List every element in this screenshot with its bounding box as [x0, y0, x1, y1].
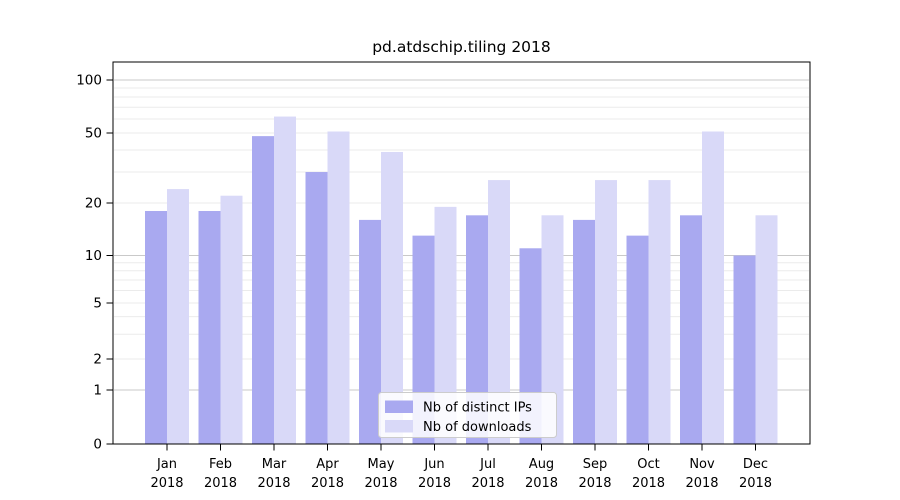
- bar-distinct-ips-sep: [573, 219, 595, 444]
- x-tick-label-month: Oct: [637, 457, 659, 472]
- x-tick-label-year: 2018: [525, 476, 558, 491]
- y-tick-label: 50: [85, 126, 102, 142]
- x-tick-label-year: 2018: [418, 476, 451, 491]
- legend-swatch-distinct-ips: [385, 400, 413, 413]
- bar-distinct-ips-dec: [733, 255, 756, 444]
- bar-downloads-aug: [541, 215, 564, 444]
- x-tick-label-year: 2018: [257, 476, 290, 491]
- y-tick-label: 20: [85, 196, 102, 212]
- legend-label-distinct-ips: Nb of distinct IPs: [423, 401, 532, 416]
- x-tick-label-year: 2018: [311, 476, 344, 491]
- bar-downloads-dec: [755, 215, 778, 444]
- bar-distinct-ips-jan: [145, 210, 167, 444]
- legend-box: [378, 392, 557, 438]
- bar-distinct-ips-jul: [466, 215, 488, 444]
- bars-layer: [145, 116, 778, 444]
- x-tick-label-year: 2018: [578, 476, 611, 491]
- x-tick-label-month: Apr: [316, 457, 339, 472]
- bar-downloads-nov: [702, 131, 724, 444]
- y-tick-label: 1: [93, 383, 102, 399]
- x-tick-label-year: 2018: [364, 476, 397, 491]
- x-tick-label-month: Jan: [156, 457, 177, 472]
- y-tick-label: 100: [76, 73, 102, 89]
- x-tick-label-year: 2018: [739, 476, 772, 491]
- bar-downloads-oct: [648, 180, 671, 444]
- x-tick-label-month: Mar: [262, 457, 287, 472]
- bar-downloads-sep: [595, 180, 617, 444]
- bar-distinct-ips-apr: [305, 172, 328, 444]
- y-tick-label: 0: [93, 437, 102, 453]
- x-tick-label-year: 2018: [471, 476, 504, 491]
- y-tick-label: 5: [93, 296, 102, 312]
- x-tick-label-month: Nov: [689, 457, 715, 472]
- legend-label-downloads: Nb of downloads: [423, 420, 532, 435]
- x-tick-label-month: May: [368, 457, 395, 472]
- bar-downloads-jan: [167, 189, 189, 444]
- x-tick-label-month: Dec: [743, 457, 768, 472]
- ticks-layer: 0 1 2 5 10 20 50 100 Jan 2018 Feb 2018 Mar 2018 Apr 201…: [76, 73, 772, 492]
- bar-downloads-mar: [274, 116, 296, 444]
- x-tick-label-year: 2018: [150, 476, 183, 491]
- x-tick-label-month: Jul: [479, 457, 496, 472]
- x-tick-label-month: Jun: [423, 457, 444, 472]
- x-tick-label-year: 2018: [204, 476, 237, 491]
- x-tick-label-month: Aug: [529, 457, 554, 472]
- bar-downloads-apr: [327, 131, 350, 444]
- bar-downloads-jul: [488, 180, 510, 444]
- legend: Nb of distinct IPs Nb of downloads: [378, 392, 557, 438]
- y-tick-label: 10: [85, 248, 102, 264]
- y-tick-label: 2: [93, 352, 102, 368]
- bar-distinct-ips-mar: [252, 136, 274, 444]
- x-tick-label-month: Sep: [583, 457, 608, 472]
- plot-frame: [112, 61, 811, 445]
- bar-distinct-ips-oct: [626, 235, 649, 444]
- legend-swatch-downloads: [385, 420, 413, 433]
- bar-distinct-ips-feb: [198, 210, 221, 444]
- bar-distinct-ips-jun: [412, 235, 435, 444]
- bar-downloads-feb: [220, 195, 243, 444]
- bar-downloads-may: [381, 151, 403, 444]
- x-tick-label-year: 2018: [685, 476, 718, 491]
- bar-distinct-ips-may: [359, 219, 381, 444]
- x-tick-label-year: 2018: [632, 476, 665, 491]
- x-tick-label-month: Feb: [209, 457, 232, 472]
- bar-downloads-jun: [434, 206, 457, 444]
- chart-title: pd.atdschip.tiling 2018: [372, 38, 551, 56]
- bar-distinct-ips-nov: [680, 215, 702, 444]
